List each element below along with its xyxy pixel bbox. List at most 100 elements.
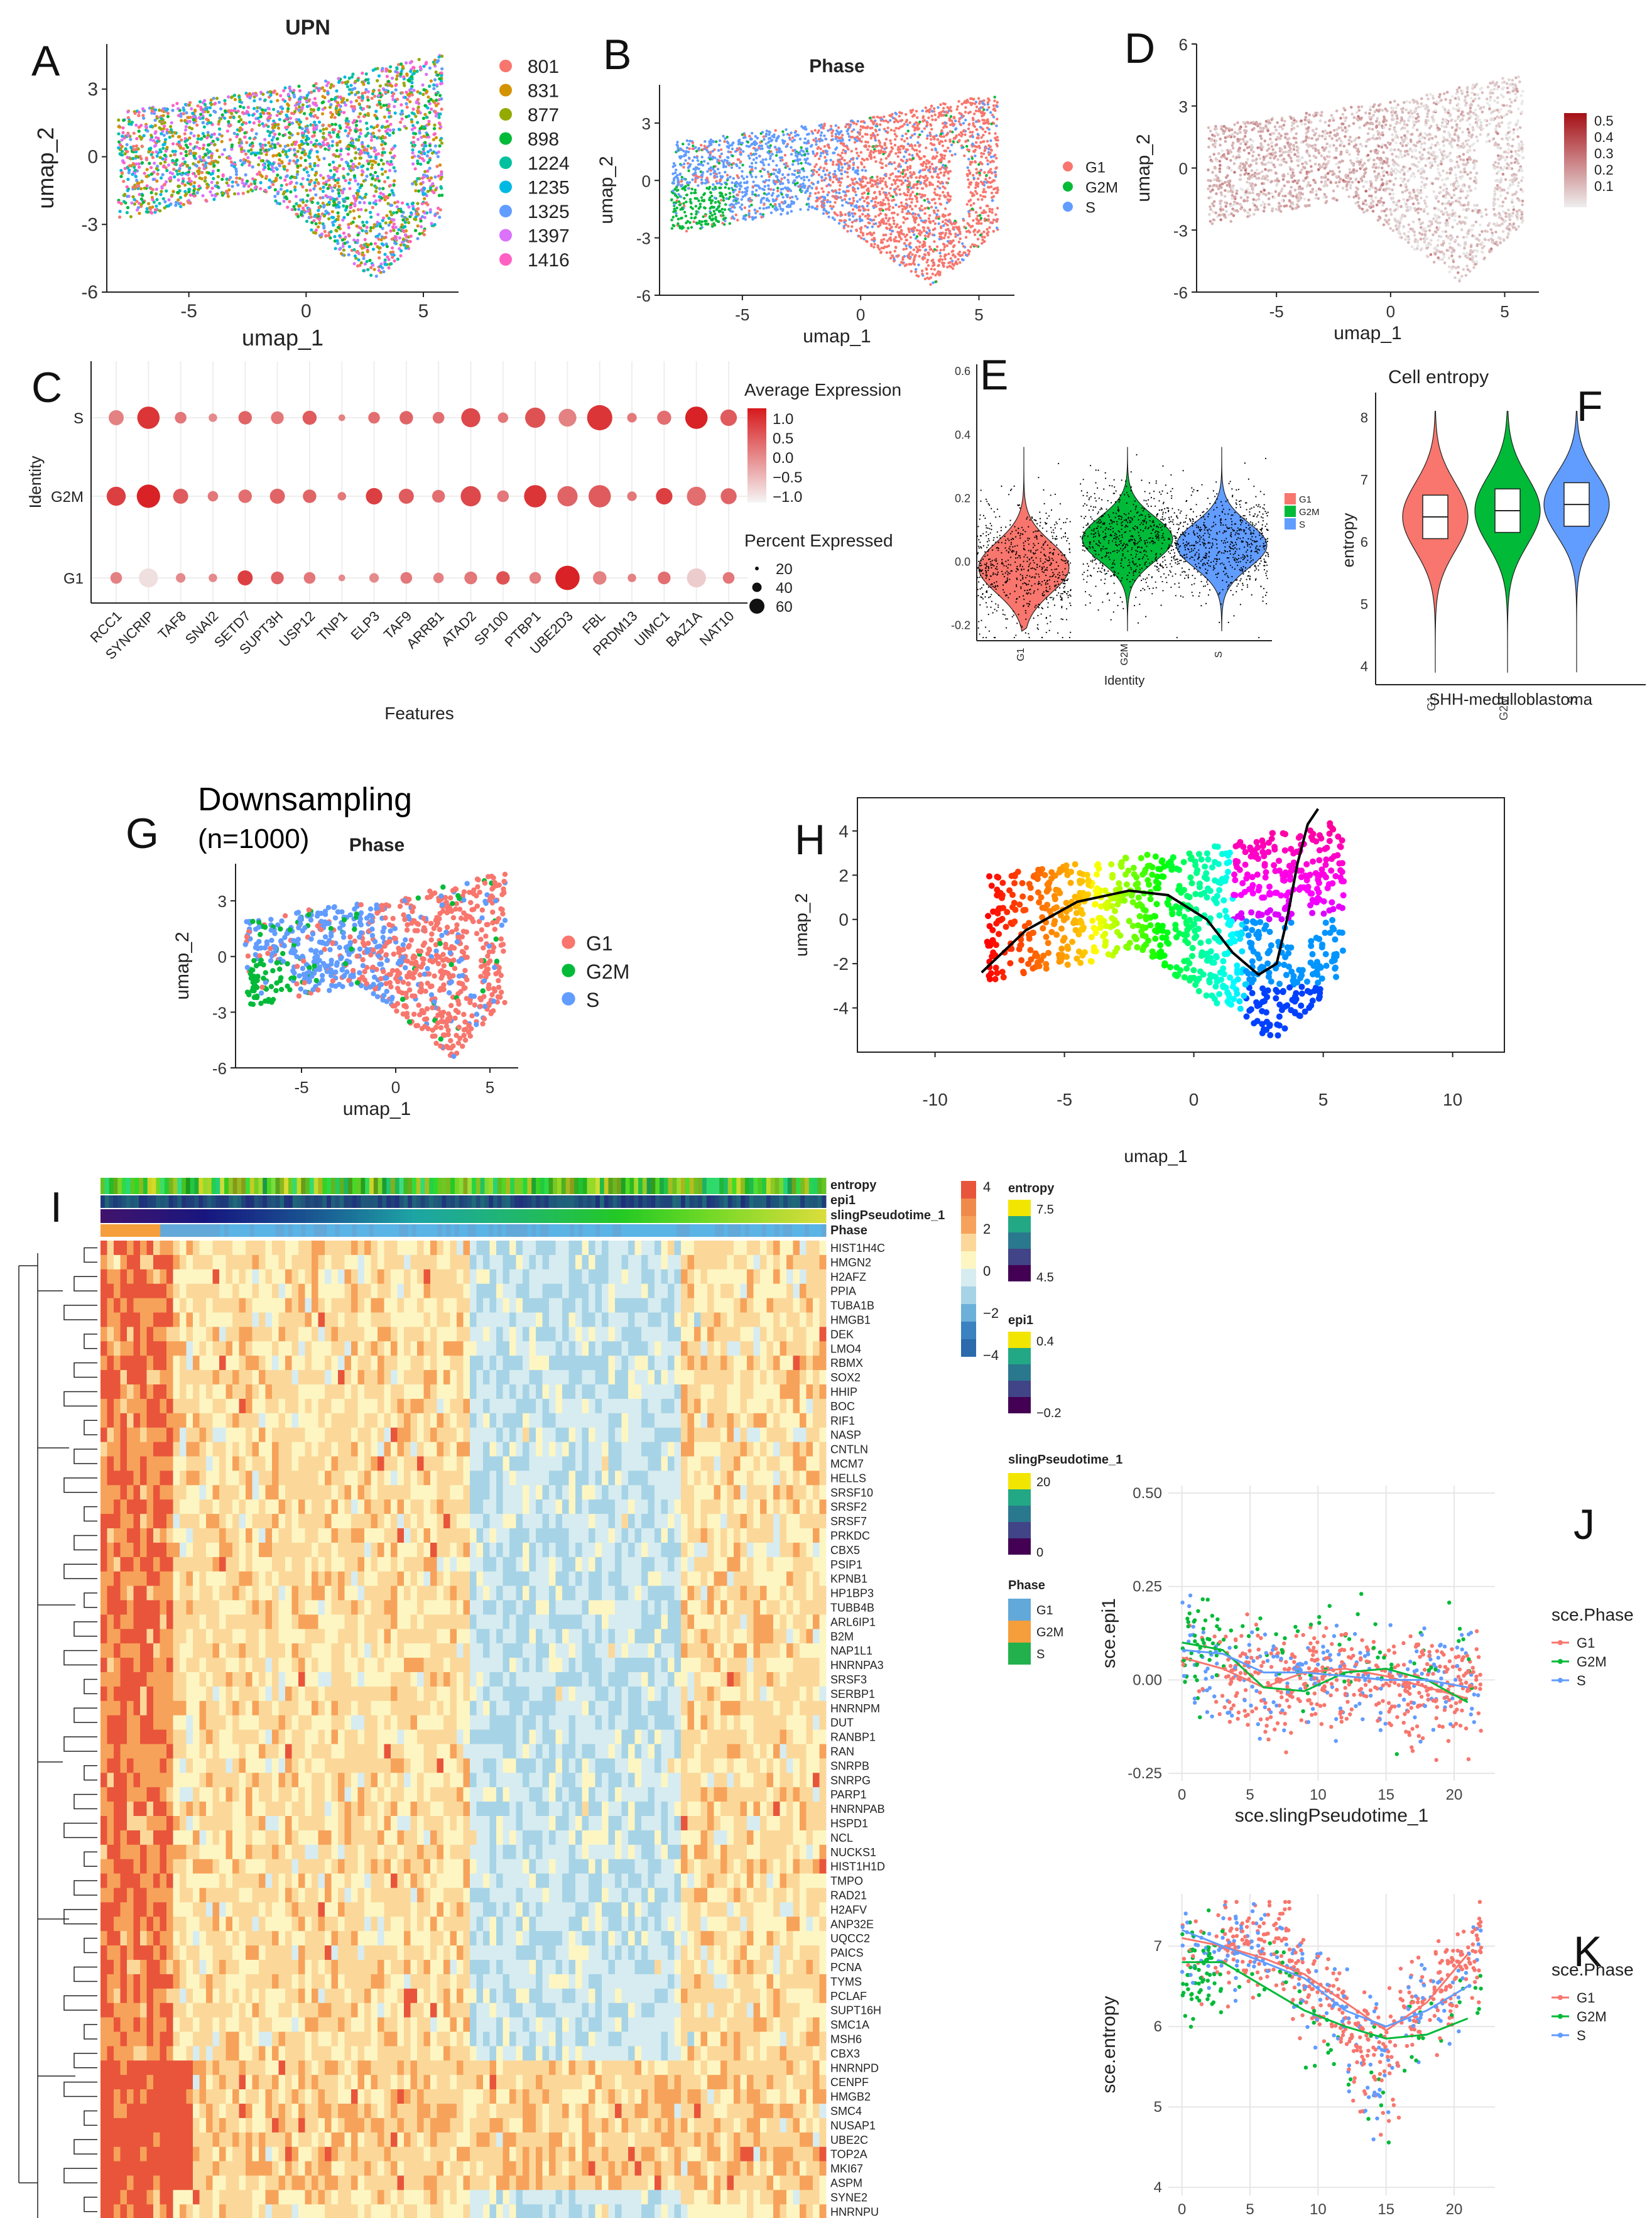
point: [406, 106, 409, 109]
point: [231, 180, 234, 183]
panel-letter-G: G: [126, 810, 159, 857]
point: [386, 128, 389, 131]
point: [199, 112, 202, 116]
point: [381, 126, 384, 129]
point: [210, 99, 213, 102]
point: [432, 191, 435, 194]
point: [411, 128, 414, 131]
point: [391, 246, 394, 249]
point: [121, 126, 124, 129]
point: [435, 70, 438, 73]
point: [179, 205, 182, 208]
point: [142, 117, 145, 120]
point: [196, 191, 199, 194]
point: [399, 243, 403, 246]
point: [163, 121, 166, 124]
point: [349, 101, 352, 104]
point: [224, 109, 227, 112]
point: [327, 175, 330, 178]
point: [366, 268, 369, 271]
point: [169, 176, 172, 179]
point: [359, 112, 362, 115]
point: [248, 121, 251, 124]
point: [359, 119, 362, 122]
point: [149, 211, 153, 214]
point: [156, 155, 159, 158]
point: [296, 215, 300, 218]
point: [198, 155, 201, 158]
point: [286, 205, 289, 209]
point: [317, 108, 320, 111]
point: [334, 219, 337, 222]
point: [288, 200, 291, 203]
point: [423, 233, 426, 236]
point: [229, 138, 232, 141]
point: [344, 179, 347, 182]
point: [345, 126, 349, 129]
point: [372, 226, 375, 229]
point: [288, 131, 291, 134]
point: [126, 156, 129, 159]
point: [126, 189, 129, 192]
point: [161, 146, 165, 149]
point: [150, 173, 153, 176]
point: [402, 82, 405, 85]
point: [371, 97, 374, 100]
point: [126, 206, 129, 209]
point: [411, 148, 414, 151]
point: [223, 117, 226, 120]
point: [376, 136, 379, 139]
point: [171, 159, 174, 162]
point: [410, 120, 413, 123]
point: [172, 168, 175, 171]
point: [276, 173, 279, 177]
point: [366, 127, 369, 130]
point: [276, 99, 279, 102]
point: [166, 115, 170, 118]
point: [434, 144, 437, 148]
point: [296, 165, 299, 168]
point: [325, 84, 329, 87]
point: [169, 125, 172, 128]
point: [314, 193, 317, 197]
point: [261, 147, 264, 150]
point: [402, 237, 405, 241]
point: [401, 117, 404, 121]
panel-A: -5 0 530-3-6UPNumap_1umap_2801831877898122…: [33, 16, 570, 351]
point: [361, 229, 364, 232]
point: [394, 88, 398, 91]
point: [264, 99, 267, 102]
point: [350, 160, 353, 163]
point: [265, 153, 268, 156]
point: [401, 214, 404, 217]
point: [419, 219, 422, 222]
point: [383, 116, 386, 119]
point: [310, 228, 313, 231]
point: [175, 201, 178, 204]
point: [421, 177, 424, 180]
point: [138, 166, 141, 169]
point: [432, 84, 435, 87]
point: [202, 144, 205, 147]
point: [302, 177, 305, 180]
point: [277, 126, 280, 129]
point: [141, 107, 144, 111]
point: [148, 148, 151, 151]
point: [316, 155, 319, 158]
point: [308, 212, 312, 215]
point: [335, 149, 339, 152]
point: [412, 207, 415, 210]
point: [282, 89, 285, 92]
point: [244, 153, 247, 156]
point: [430, 79, 433, 82]
point: [179, 202, 182, 205]
point: [131, 157, 134, 160]
figure-canvas: A BCDEFG HIJK Downsampling (n=1000) -5 0 530…: [0, 0, 1652, 2218]
point: [221, 113, 224, 116]
point: [375, 275, 378, 278]
point: [352, 262, 356, 265]
point: [345, 99, 349, 102]
point: [214, 102, 217, 105]
panel-letter-E: E: [980, 351, 1008, 399]
point: [265, 175, 268, 178]
